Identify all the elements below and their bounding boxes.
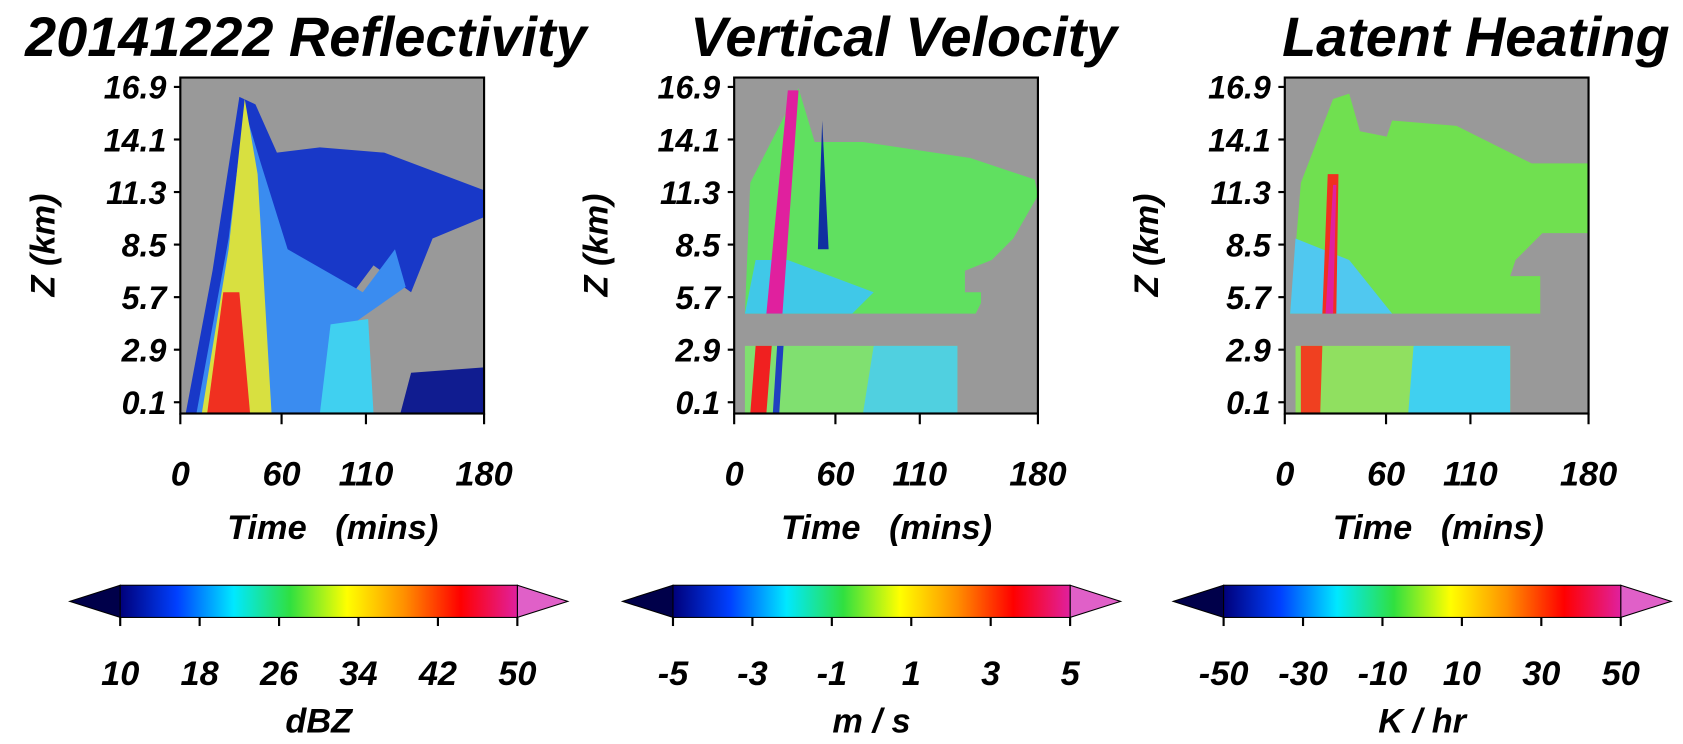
x-tick-label: 0	[171, 455, 190, 493]
field-region	[319, 319, 374, 414]
y-tick-label: 16.9	[658, 70, 721, 106]
x-tick-label: 0	[1275, 455, 1294, 493]
y-tick-label: 11.3	[1211, 175, 1271, 211]
colorbar-label: K / hr	[1378, 702, 1467, 739]
y-tick-label: 11.3	[660, 175, 720, 211]
panel-title: Vertical Velocity	[690, 5, 1120, 68]
y-tick-label: 5.7	[675, 280, 722, 316]
colorbar-tick-label: -3	[737, 655, 768, 693]
colorbar-tick-label: 50	[498, 655, 536, 693]
colorbar-tick-label: 42	[418, 655, 457, 693]
x-axis-label: Time (mins)	[1333, 509, 1544, 547]
colorbar-label: m / s	[832, 702, 910, 739]
y-axis-label: Z (km)	[25, 193, 63, 297]
y-tick-label: 0.1	[1226, 385, 1271, 421]
field-region	[862, 345, 958, 414]
y-tick-label: 8.5	[675, 227, 721, 263]
x-tick-label: 180	[455, 455, 512, 493]
y-tick-label: 8.5	[122, 227, 168, 263]
field-region	[744, 88, 1038, 314]
y-tick-label: 5.7	[1226, 280, 1273, 316]
colorbar-tick-label: 50	[1602, 655, 1640, 693]
field-region	[817, 120, 829, 250]
colorbar-label: dBZ	[285, 702, 354, 739]
x-tick-label: 110	[1443, 455, 1498, 493]
colorbar-tick-label: -5	[658, 655, 689, 693]
y-tick-label: 5.7	[122, 280, 169, 316]
x-tick-label: 60	[1367, 455, 1405, 493]
colorbar-under	[1171, 584, 1225, 619]
y-tick-label: 0.1	[122, 385, 167, 421]
field-region	[1290, 238, 1393, 314]
field-region	[1290, 93, 1589, 314]
x-tick-label: 60	[262, 455, 300, 493]
y-tick-label: 8.5	[1226, 227, 1272, 263]
y-tick-label: 2.9	[1225, 333, 1271, 369]
colorbar-tick-label: 5	[1061, 655, 1081, 693]
colorbar-under	[68, 584, 121, 619]
y-tick-label: 16.9	[104, 70, 167, 106]
colorbar-over	[516, 584, 570, 619]
x-tick-label: 60	[816, 455, 854, 493]
colorbar-over	[1069, 584, 1123, 619]
y-tick-label: 14.1	[658, 122, 721, 158]
x-axis-label: Time (mins)	[227, 509, 438, 547]
field-region	[1408, 345, 1511, 414]
field-region	[1300, 345, 1323, 414]
x-axis-label: Time (mins)	[781, 509, 992, 547]
colorbar-tick-label: 3	[981, 655, 1000, 693]
colorbar-tick-label: -50	[1199, 655, 1249, 693]
colorbar-tick-label: 26	[259, 655, 299, 693]
y-tick-label: 11.3	[106, 175, 166, 211]
x-tick-label: 110	[339, 455, 394, 493]
y-axis-label: Z (km)	[1128, 193, 1166, 297]
y-tick-label: 14.1	[104, 122, 167, 158]
colorbar	[672, 584, 1071, 618]
colorbar-tick-label: -1	[817, 655, 848, 693]
x-tick-label: 180	[1009, 455, 1066, 493]
field-region	[1325, 184, 1337, 314]
colorbar	[1223, 584, 1622, 618]
colorbar-tick-label: -10	[1358, 655, 1408, 693]
field-region	[750, 345, 772, 414]
colorbar-tick-label: 34	[339, 655, 377, 693]
colorbar-tick-label: 10	[101, 655, 139, 693]
y-tick-label: 16.9	[1208, 70, 1271, 106]
colorbar-under	[620, 584, 674, 619]
colorbar	[119, 584, 518, 618]
panel-title: 20141222 Reflectivity	[24, 5, 589, 68]
field-region	[772, 345, 784, 414]
colorbar-tick-label: 30	[1522, 655, 1560, 693]
y-axis-label: Z (km)	[578, 193, 616, 297]
x-tick-label: 180	[1560, 455, 1617, 493]
field-region	[766, 90, 799, 314]
y-tick-label: 2.9	[121, 333, 167, 369]
colorbar-tick-label: 10	[1443, 655, 1481, 693]
y-tick-label: 14.1	[1208, 122, 1271, 158]
field-region	[400, 367, 485, 414]
colorbar-tick-label: -30	[1278, 655, 1328, 693]
colorbar-over	[1620, 584, 1673, 619]
y-tick-label: 2.9	[674, 333, 720, 369]
y-tick-label: 0.1	[675, 385, 720, 421]
panel-title: Latent Heating	[1282, 5, 1669, 68]
field-region	[207, 292, 251, 414]
x-tick-label: 0	[725, 455, 744, 493]
colorbar-tick-label: 18	[181, 655, 220, 693]
colorbar-tick-label: 1	[902, 655, 921, 693]
x-tick-label: 110	[892, 455, 947, 493]
